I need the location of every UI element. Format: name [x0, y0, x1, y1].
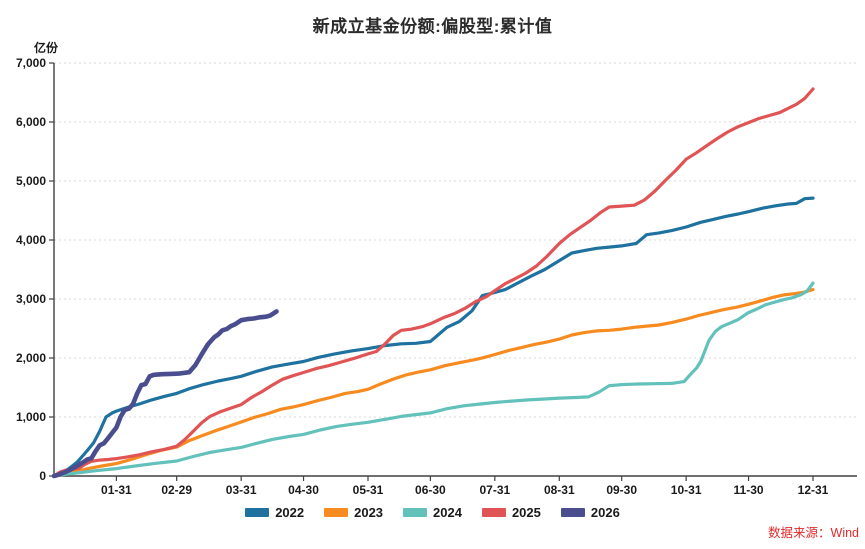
x-tick-label-05-31: 05-31: [353, 483, 384, 497]
legend-label-2026: 2026: [590, 505, 620, 520]
y-axis-unit-label: 亿份: [33, 41, 58, 55]
legend-item-2022: 2022: [245, 505, 304, 520]
series-line-2023: [52, 288, 815, 478]
x-tick-label-07-31: 07-31: [479, 483, 510, 497]
legend-label-2024: 2024: [433, 505, 462, 520]
legend: 2022 2023 2024 2025 2026: [0, 505, 865, 520]
legend-swatch-2025: [481, 508, 506, 517]
legend-label-2022: 2022: [275, 505, 305, 520]
y-tick-label-5000: 5,000: [16, 174, 46, 188]
y-tick-label-3000: 3,000: [16, 292, 46, 306]
x-tick-label-09-30: 09-30: [606, 483, 637, 497]
legend-item-2026: 2026: [560, 505, 620, 520]
y-tick-label-6000: 6,000: [16, 115, 46, 129]
legend-label-2025: 2025: [511, 505, 541, 520]
y-tick-label-7000: 7,000: [16, 56, 46, 70]
x-tick-label-10-31: 10-31: [671, 483, 702, 497]
chart-title: 新成立基金份额:偏股型:累计值: [312, 17, 553, 36]
legend-swatch-2026: [560, 508, 585, 517]
x-tick-label-12-31: 12-31: [798, 483, 829, 497]
y-tick-label-4000: 4,000: [16, 233, 46, 247]
legend-label-2023: 2023: [354, 505, 384, 520]
legend-item-2025: 2025: [481, 505, 541, 520]
x-tick-label-01-31: 01-31: [101, 483, 132, 497]
legend-swatch-2023: [324, 508, 349, 517]
x-tick-label-06-30: 06-30: [415, 483, 446, 497]
series-line-2024: [52, 281, 815, 478]
legend-item-2024: 2024: [403, 505, 462, 520]
data-source-label: 数据来源：Wind: [768, 526, 859, 540]
legend-item-2023: 2023: [324, 505, 383, 520]
x-tick-label-08-31: 08-31: [544, 483, 575, 497]
y-tick-label-1000: 1,000: [16, 410, 46, 424]
series-line-2025: [52, 87, 815, 478]
x-tick-label-11-30: 11-30: [734, 483, 764, 497]
y-tick-label-0: 0: [39, 469, 46, 483]
x-tick-label-04-30: 04-30: [288, 483, 319, 497]
x-tick-label-02-29: 02-29: [161, 483, 192, 497]
x-tick-label-03-31: 03-31: [226, 483, 257, 497]
y-tick-label-2000: 2,000: [16, 351, 46, 365]
series-line-2026: [51, 309, 279, 479]
legend-swatch-2022: [245, 508, 270, 517]
legend-swatch-2024: [403, 508, 428, 517]
